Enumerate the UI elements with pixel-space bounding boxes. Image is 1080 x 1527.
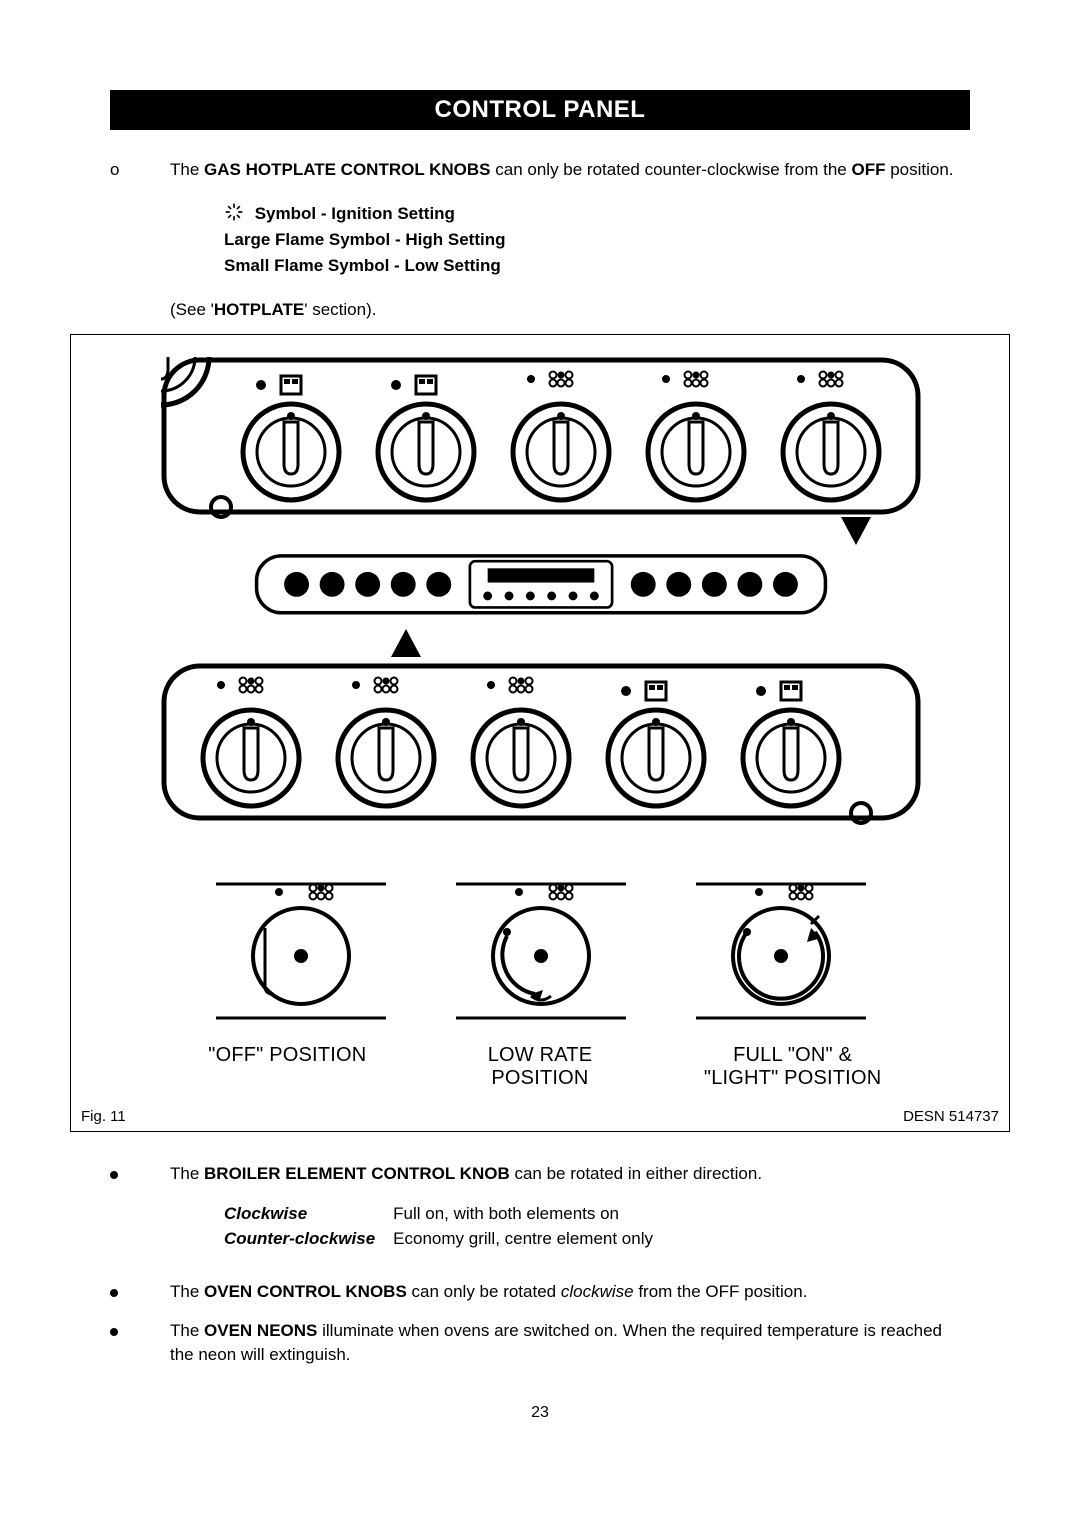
page-number: 23 (110, 1404, 970, 1422)
label-full-position: FULL "ON" &"LIGHT" POSITION (668, 1044, 918, 1090)
label-low-position: LOW RATEPOSITION (415, 1044, 665, 1090)
figure-frame: "OFF" POSITION LOW RATEPOSITION FULL "ON… (70, 334, 1010, 1132)
bullet-o: o (110, 158, 170, 322)
figure-number: Fig. 11 (81, 1108, 126, 1125)
spark-icon (224, 202, 244, 222)
control-panel-diagram-top (161, 357, 921, 547)
counter-clockwise-label: Counter-clockwise (224, 1226, 393, 1252)
symbol-legend: Symbol - Ignition Setting Large Flame Sy… (224, 201, 970, 280)
see-hotplate: (See 'HOTPLATE' section). (170, 298, 970, 323)
knob-positions-diagram (161, 866, 921, 1036)
position-labels: "OFF" POSITION LOW RATEPOSITION FULL "ON… (161, 1044, 919, 1090)
clockwise-label: Clockwise (224, 1201, 393, 1227)
bullet-dot-icon (110, 1328, 118, 1336)
broiler-element-diagram (161, 547, 921, 627)
paragraph-broiler-knob: The BROILER ELEMENT CONTROL KNOB can be … (170, 1162, 970, 1270)
control-panel-diagram-bottom (161, 663, 921, 848)
paragraph-oven-neons: The OVEN NEONS illuminate when ovens are… (170, 1319, 970, 1368)
bullet-dot-icon (110, 1171, 118, 1179)
paragraph-oven-knobs: The OVEN CONTROL KNOBS can only be rotat… (170, 1280, 970, 1305)
arrow-up-icon (161, 627, 921, 663)
paragraph-hotplate-knobs: The GAS HOTPLATE CONTROL KNOBS can only … (170, 158, 970, 322)
broiler-direction-table: ClockwiseFull on, with both elements on … (224, 1201, 653, 1252)
label-off-position: "OFF" POSITION (162, 1044, 412, 1090)
bullet-dot-icon (110, 1289, 118, 1297)
desn-code: DESN 514737 (903, 1108, 999, 1125)
section-title: CONTROL PANEL (110, 90, 970, 130)
